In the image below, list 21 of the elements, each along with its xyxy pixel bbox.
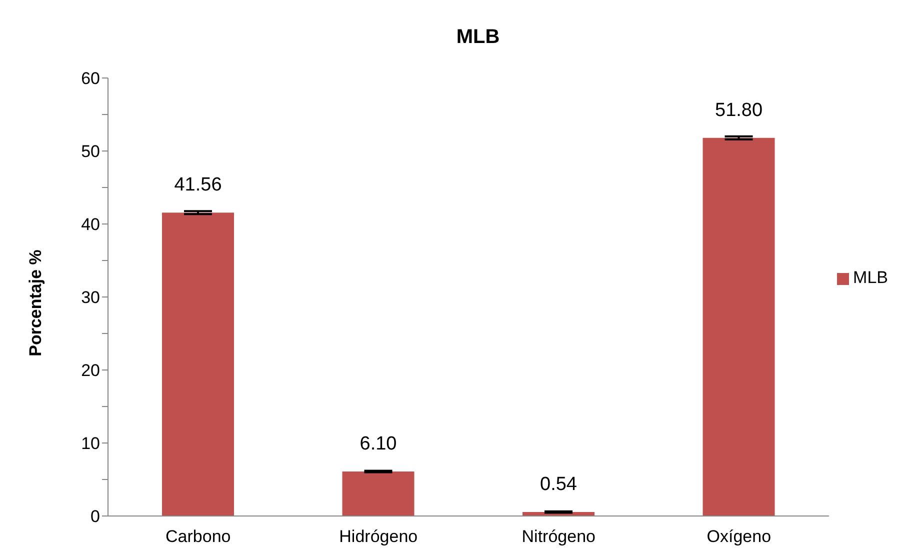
- y-tick-label: 10: [81, 434, 100, 454]
- x-tick-label: Carbono: [166, 527, 231, 546]
- y-axis-title: Porcentaje %: [26, 250, 46, 356]
- x-tick-label: Oxígeno: [706, 527, 772, 546]
- y-tick-label: 40: [81, 215, 100, 234]
- bar: [342, 471, 414, 516]
- data-label: 51.80: [715, 100, 763, 121]
- y-tick-label: 30: [81, 288, 100, 308]
- bar: [702, 138, 775, 516]
- chart-title: MLB: [455, 26, 501, 49]
- y-tick-label: 0: [90, 507, 100, 526]
- legend-label: MLB: [853, 268, 888, 287]
- data-label: 6.10: [360, 433, 397, 454]
- data-label: 41.56: [174, 174, 222, 196]
- y-tick-label: 50: [81, 142, 100, 162]
- x-tick-label: Hidrógeno: [339, 527, 418, 546]
- y-tick-label: 60: [81, 69, 100, 88]
- x-tick-label: Nitrógeno: [522, 527, 596, 546]
- y-tick-label: 20: [81, 361, 100, 380]
- data-label: 0.54: [540, 474, 578, 496]
- bar: [162, 212, 234, 516]
